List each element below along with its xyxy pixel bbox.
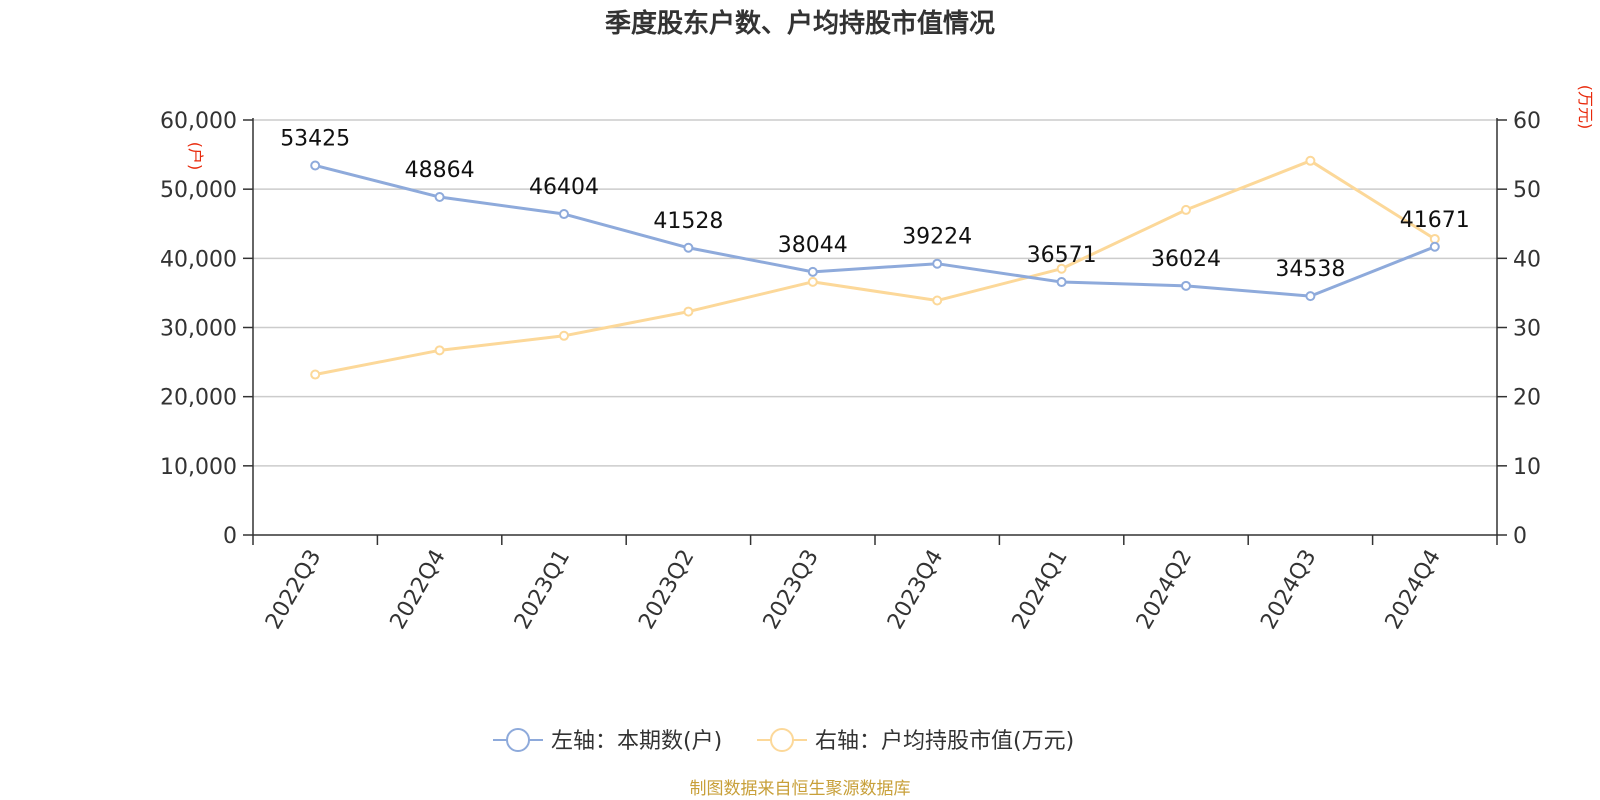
x-tick-label: 2023Q4 — [883, 545, 948, 633]
legend: 左轴：本期数(户) 右轴：户均持股市值(万元) — [493, 728, 1074, 754]
data-label-shareholders: 48864 — [405, 158, 475, 183]
right-y-tick-label: 10 — [1513, 455, 1541, 480]
data-point-shareholders[interactable] — [1305, 291, 1316, 302]
data-point-avg-holding[interactable] — [683, 306, 694, 317]
legend-item-avg-holding[interactable]: 右轴：户均持股市值(万元) — [757, 728, 1074, 754]
legend-marker-shareholders — [506, 728, 530, 752]
right-y-tick-label: 30 — [1513, 317, 1541, 342]
data-point-avg-holding[interactable] — [1429, 233, 1440, 244]
legend-marker-avg-holding — [770, 728, 794, 752]
data-point-avg-holding[interactable] — [807, 276, 818, 287]
right-axis-unit-label: (万元) — [1576, 85, 1595, 130]
left-axis-unit-label: (户) — [186, 142, 205, 171]
data-point-avg-holding[interactable] — [932, 295, 943, 306]
data-point-shareholders[interactable] — [683, 242, 694, 253]
left-y-tick-label: 30,000 — [160, 317, 237, 342]
right-y-tick-label: 60 — [1513, 109, 1541, 134]
left-y-tick-label: 50,000 — [160, 178, 237, 203]
data-label-shareholders: 36024 — [1151, 247, 1221, 272]
legend-label-shareholders: 左轴：本期数(户) — [551, 729, 722, 754]
right-y-tick-label: 50 — [1513, 178, 1541, 203]
data-point-avg-holding[interactable] — [1305, 155, 1316, 166]
chart-title: 季度股东户数、户均持股市值情况 — [605, 8, 995, 39]
x-tick-label: 2024Q2 — [1132, 546, 1197, 634]
data-label-shareholders: 41671 — [1400, 208, 1470, 233]
data-point-avg-holding[interactable] — [1056, 263, 1067, 274]
left-y-tick-label: 20,000 — [160, 386, 237, 411]
right-y-tick-label: 20 — [1513, 386, 1541, 411]
x-tick-label: 2024Q1 — [1007, 546, 1072, 634]
data-label-shareholders: 38044 — [778, 233, 848, 258]
data-point-shareholders[interactable] — [1429, 241, 1440, 252]
right-y-tick-label: 0 — [1513, 524, 1527, 549]
data-point-shareholders[interactable] — [1181, 280, 1191, 291]
data-label-shareholders: 41528 — [653, 209, 723, 234]
data-label-shareholders: 39224 — [902, 225, 972, 250]
data-labels: 53425 48864 46404 41528 38044 39224 36571 36024… — [280, 126, 1470, 282]
data-point-shareholders[interactable] — [310, 160, 321, 171]
data-point-shareholders[interactable] — [932, 258, 943, 269]
data-point-shareholders[interactable] — [1056, 277, 1067, 288]
data-label-shareholders: 36571 — [1027, 243, 1097, 268]
data-point-avg-holding[interactable] — [559, 330, 569, 341]
x-tick-label: 2022Q3 — [261, 546, 326, 634]
series-line-avg-holding — [314, 159, 1436, 377]
left-y-tick-label: 60,000 — [160, 109, 237, 134]
left-y-tick-label: 10,000 — [160, 455, 237, 480]
x-tick-label: 2023Q3 — [759, 546, 824, 634]
data-label-shareholders: 46404 — [529, 175, 599, 200]
left-y-tick-label: 40,000 — [160, 247, 237, 272]
left-y-ticks: 0 10,000 20,000 30,000 40,000 50,000 60,000 — [160, 109, 253, 549]
data-point-shareholders[interactable] — [559, 209, 569, 220]
x-tick-label: 2024Q4 — [1381, 546, 1446, 634]
left-y-tick-label: 0 — [223, 524, 237, 549]
data-point-avg-holding[interactable] — [310, 369, 321, 380]
data-point-shareholders[interactable] — [807, 266, 818, 277]
data-point-avg-holding[interactable] — [1181, 204, 1191, 215]
x-tick-label: 2023Q2 — [634, 546, 699, 634]
x-tick-label: 2022Q4 — [385, 546, 450, 634]
x-tick-label: 2024Q3 — [1256, 546, 1321, 634]
data-point-avg-holding[interactable] — [434, 345, 445, 356]
series-lines — [314, 159, 1436, 377]
right-y-tick-label: 40 — [1513, 247, 1541, 272]
data-label-shareholders: 34538 — [1275, 257, 1345, 282]
right-y-ticks: 0 10 20 30 40 50 60 — [1497, 109, 1541, 549]
data-point-shareholders[interactable] — [434, 192, 445, 203]
legend-label-avg-holding: 右轴：户均持股市值(万元) — [815, 729, 1074, 754]
gridlines — [253, 119, 1497, 467]
x-ticks: 2022Q3 2022Q4 2023Q1 2023Q2 2023Q3 2023Q4 2024… — [252, 535, 1498, 634]
series-points — [310, 155, 1440, 380]
series-line-shareholders — [314, 164, 1436, 298]
data-label-shareholders: 53425 — [280, 126, 350, 151]
legend-item-shareholders[interactable]: 左轴：本期数(户) — [493, 728, 722, 754]
x-tick-label: 2023Q1 — [510, 546, 575, 634]
data-source-note: 制图数据来自恒生聚源数据库 — [690, 779, 911, 799]
